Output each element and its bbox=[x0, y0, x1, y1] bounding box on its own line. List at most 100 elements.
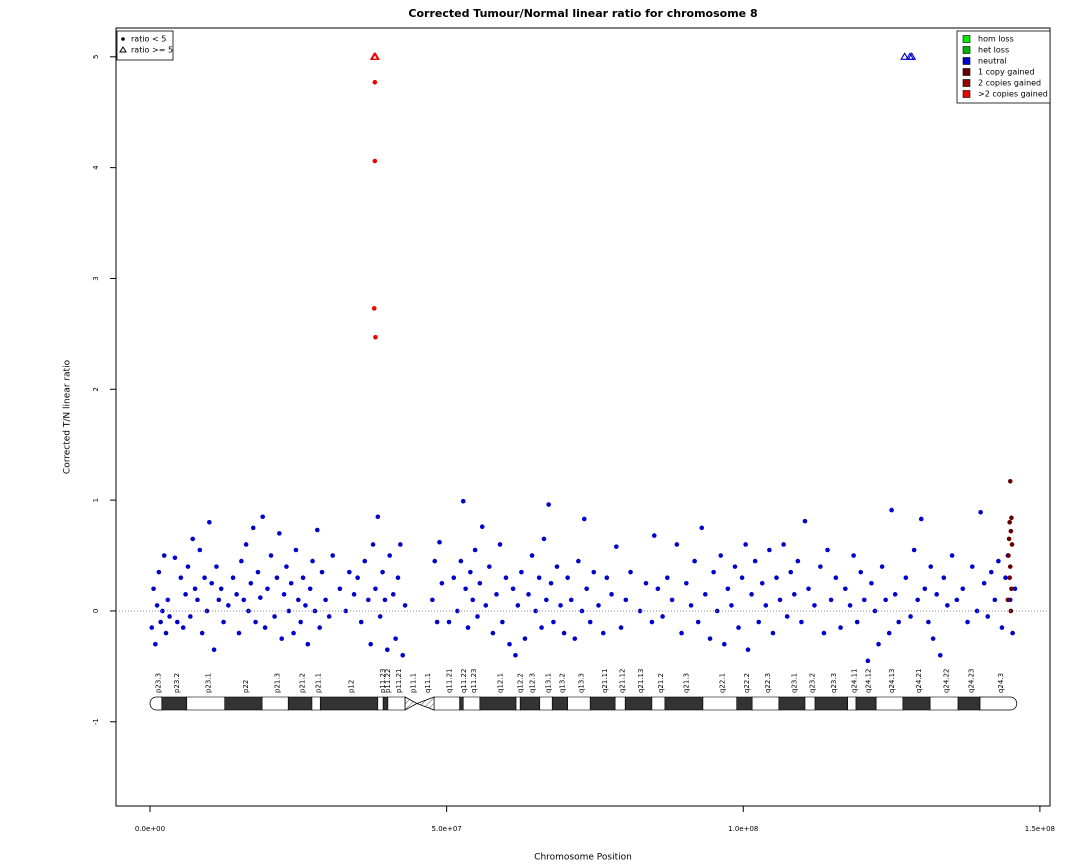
point bbox=[889, 507, 894, 513]
point bbox=[472, 547, 478, 553]
point bbox=[784, 614, 790, 619]
point bbox=[618, 625, 624, 630]
point bbox=[551, 619, 556, 625]
point bbox=[999, 625, 1005, 630]
band-label: q12.3 bbox=[528, 673, 536, 693]
band-label: q11.23 bbox=[470, 669, 478, 693]
point bbox=[843, 586, 848, 592]
point bbox=[665, 575, 670, 580]
point bbox=[197, 547, 203, 553]
ideogram-band bbox=[459, 696, 464, 711]
ideogram-band bbox=[847, 696, 857, 711]
point bbox=[400, 652, 406, 658]
plot-layer bbox=[149, 52, 1018, 664]
point bbox=[1005, 597, 1011, 603]
point bbox=[458, 558, 464, 564]
point bbox=[858, 569, 864, 575]
point bbox=[310, 558, 315, 564]
band-label: q12.2 bbox=[517, 673, 525, 693]
ideogram-band bbox=[404, 696, 418, 711]
point bbox=[455, 608, 460, 614]
point bbox=[546, 502, 551, 507]
point bbox=[303, 603, 308, 608]
ideogram-band bbox=[261, 696, 289, 711]
ideogram-band bbox=[589, 696, 616, 711]
point bbox=[373, 586, 378, 592]
point bbox=[985, 614, 991, 619]
point bbox=[163, 630, 169, 636]
point bbox=[596, 603, 601, 608]
ideogram-band bbox=[415, 696, 435, 711]
point bbox=[587, 619, 593, 625]
point bbox=[825, 547, 830, 553]
point bbox=[305, 641, 311, 647]
legend-box bbox=[116, 30, 174, 61]
point bbox=[865, 658, 871, 664]
point bbox=[536, 575, 542, 580]
ideogram-band bbox=[382, 696, 389, 711]
point bbox=[274, 575, 280, 580]
point bbox=[317, 625, 322, 630]
point bbox=[288, 580, 294, 586]
point bbox=[1007, 575, 1012, 580]
point bbox=[721, 641, 727, 647]
legend-label: het loss bbox=[978, 46, 1009, 55]
band-label: q21.11 bbox=[601, 669, 609, 693]
point bbox=[854, 619, 860, 625]
point bbox=[236, 630, 242, 636]
point bbox=[209, 580, 214, 586]
point bbox=[260, 514, 266, 520]
point bbox=[847, 603, 853, 608]
point bbox=[851, 553, 856, 558]
point bbox=[614, 544, 619, 549]
point bbox=[255, 569, 261, 575]
y-tick-label: 4 bbox=[92, 165, 100, 170]
band-label: p11.1 bbox=[410, 673, 418, 693]
point bbox=[188, 614, 193, 619]
point bbox=[876, 641, 881, 647]
point bbox=[432, 558, 438, 564]
point bbox=[554, 564, 560, 569]
point bbox=[314, 527, 320, 533]
point bbox=[463, 586, 468, 592]
point bbox=[649, 619, 655, 625]
point bbox=[377, 614, 383, 619]
point bbox=[818, 564, 823, 569]
point bbox=[791, 592, 797, 597]
point bbox=[513, 652, 518, 658]
point bbox=[996, 558, 1001, 564]
point bbox=[600, 630, 606, 636]
point bbox=[355, 575, 360, 580]
point bbox=[174, 619, 180, 625]
point bbox=[561, 630, 567, 636]
ideogram-band bbox=[186, 696, 226, 711]
point bbox=[221, 619, 226, 625]
point bbox=[729, 603, 734, 608]
point bbox=[928, 564, 934, 569]
ideogram-band bbox=[515, 696, 521, 711]
ideogram-band bbox=[319, 696, 379, 711]
point bbox=[1010, 630, 1015, 636]
point bbox=[300, 575, 306, 580]
point bbox=[745, 647, 751, 653]
point bbox=[1006, 553, 1011, 558]
x-tick-label: 1.0e+08 bbox=[728, 825, 758, 833]
point bbox=[711, 569, 716, 575]
point-triangle bbox=[907, 52, 917, 60]
band-label: p11.22 bbox=[384, 669, 392, 693]
ideogram-band bbox=[664, 696, 704, 711]
point bbox=[960, 586, 966, 592]
point bbox=[153, 641, 158, 647]
point bbox=[151, 586, 156, 592]
band-label: p23.1 bbox=[204, 673, 212, 693]
point bbox=[1003, 575, 1008, 580]
point bbox=[1009, 542, 1015, 547]
ideogram-band bbox=[567, 696, 591, 711]
point bbox=[211, 647, 217, 653]
point bbox=[347, 569, 352, 575]
point bbox=[655, 586, 661, 592]
point bbox=[286, 608, 292, 614]
point bbox=[272, 614, 277, 619]
band-label: q13.1 bbox=[545, 673, 553, 693]
point bbox=[922, 586, 928, 592]
